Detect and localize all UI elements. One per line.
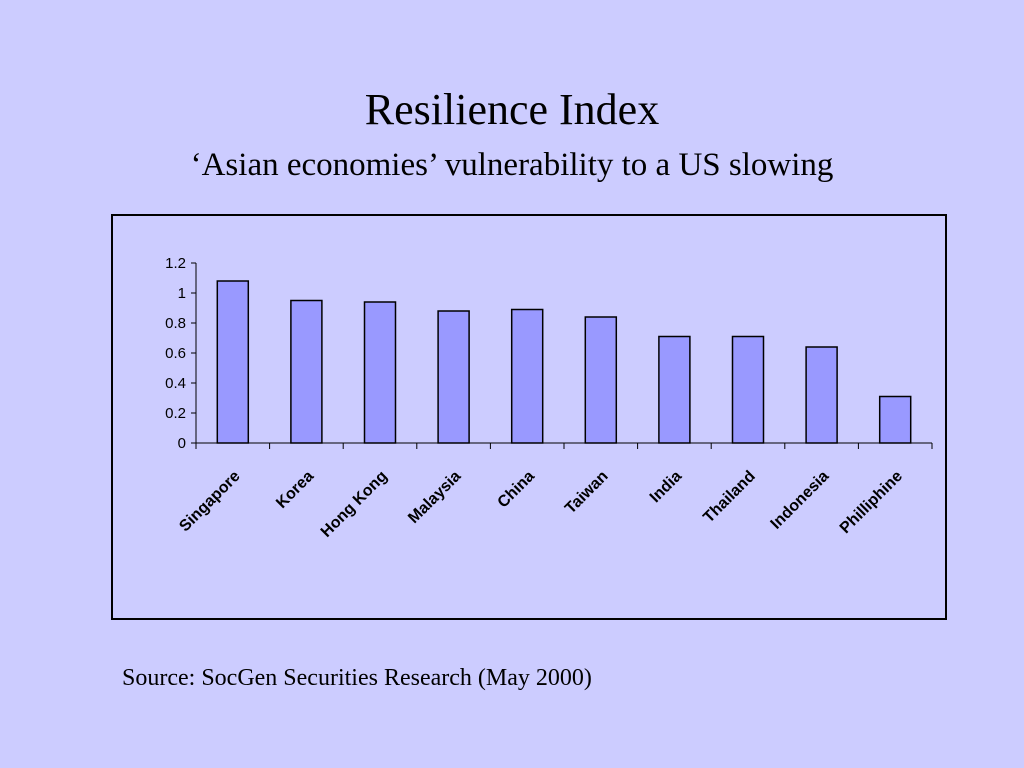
x-tick-label: Thailand: [700, 468, 759, 527]
y-tick-label: 0.2: [165, 405, 186, 422]
slide-subtitle: ‘Asian economies’ vulnerability to a US …: [190, 147, 834, 183]
bar-korea: [290, 299, 323, 444]
y-tick-label: 1: [178, 285, 186, 302]
y-tick-label: 0.8: [165, 315, 186, 332]
bar-china: [510, 308, 544, 444]
x-tick-label: Singapore: [176, 468, 243, 535]
bar-thailand: [731, 335, 765, 444]
bar-singapore: [216, 280, 250, 444]
x-tick-labels: Singapore Korea Hong Kong Malaysia China Taiw…: [176, 468, 906, 541]
bar-philliphine: [878, 395, 912, 444]
x-tick-label: Indonesia: [768, 468, 833, 533]
bar-india: [658, 335, 691, 444]
x-tick-label: Hong Kong: [318, 468, 391, 541]
bar-taiwan: [584, 316, 618, 444]
x-tick-label: Malaysia: [405, 468, 464, 527]
y-axis: 0 0.2 0.4 0.6 0.8 1 1.2: [165, 255, 197, 452]
bar-malaysia: [437, 310, 470, 444]
x-tick-label: India: [647, 468, 685, 506]
x-tick-label: Philliphine: [837, 468, 906, 537]
bar-indonesia: [805, 346, 838, 444]
y-tick-label: 0: [178, 435, 186, 452]
bars: [216, 280, 912, 444]
x-tick-label: Korea: [273, 468, 317, 512]
source-note: Source: SocGen Securities Research (May …: [122, 665, 592, 691]
slide-title: Resilience Index: [364, 85, 660, 134]
x-tick-label: China: [495, 468, 539, 512]
y-tick-label: 0.6: [165, 345, 186, 362]
y-tick-label: 1.2: [165, 255, 186, 272]
bar-chart: 0 0.2 0.4 0.6 0.8 1 1.2 Singapore Korea Hong Kon…: [165, 255, 933, 541]
x-tick-label: Taiwan: [562, 468, 612, 518]
y-tick-label: 0.4: [165, 375, 186, 392]
chart-frame: 0 0.2 0.4 0.6 0.8 1 1.2 Singapore Korea Hong Kon…: [111, 214, 947, 620]
bar-hong-kong: [363, 301, 397, 444]
x-axis: [195, 442, 933, 449]
